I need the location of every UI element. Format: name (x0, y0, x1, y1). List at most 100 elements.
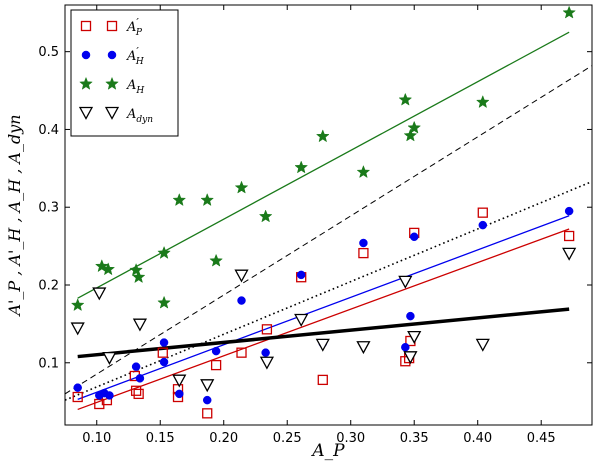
data-point (562, 247, 577, 261)
y-tick-label: 0.3 (38, 201, 59, 216)
data-point (317, 374, 328, 386)
data-point (358, 247, 369, 259)
data-point (236, 347, 247, 358)
y-tick-label: 0.1 (38, 356, 59, 371)
data-point (70, 297, 85, 312)
data-point (261, 348, 270, 357)
legend-label: A′ P (126, 16, 143, 38)
data-point (131, 362, 141, 371)
data-point (159, 357, 169, 367)
data-point (202, 395, 212, 405)
data-point (401, 342, 410, 352)
data-point (202, 408, 213, 419)
legend-marker (78, 106, 94, 120)
data-point (133, 388, 144, 400)
legend-marker (80, 20, 92, 32)
data-point (398, 92, 413, 106)
x-axis-label: A_P (310, 441, 345, 461)
data-point (315, 338, 330, 352)
x-tick-label: 0.20 (209, 431, 238, 446)
data-point (157, 347, 168, 358)
data-point (157, 295, 171, 309)
data-point (398, 275, 413, 289)
legend-marker (105, 76, 119, 90)
fit-line (77, 215, 570, 400)
data-point (564, 206, 574, 216)
x-tick-label: 0.10 (82, 431, 111, 446)
plot-area-frame (64, 4, 593, 426)
data-point (172, 374, 187, 388)
data-point (356, 341, 371, 355)
data-point (359, 238, 368, 248)
x-axis-ticks: 0.10 0.15 0.20 0.25 0.30 0.35 0.40 0.45 (82, 5, 556, 446)
data-point (130, 385, 142, 396)
data-point (102, 351, 117, 365)
data-point (563, 230, 575, 242)
legend-marker (79, 76, 93, 90)
data-point (211, 346, 221, 356)
data-point (210, 359, 222, 371)
x-tick-label: 0.25 (273, 431, 302, 446)
legend-marker (106, 20, 118, 32)
data-point (132, 318, 148, 332)
data-point (258, 209, 273, 223)
data-point (72, 391, 83, 403)
legend-marker (104, 106, 120, 120)
fit-line (65, 65, 592, 395)
data-point (237, 296, 246, 305)
data-point (475, 338, 490, 352)
data-point (261, 324, 273, 335)
x-tick-label: 0.15 (146, 431, 175, 446)
y-axis-label: A'_P , A'_H , A_H , A_dyn (5, 114, 24, 317)
data-point (478, 220, 488, 230)
fit-line (77, 228, 570, 411)
data-point (406, 311, 415, 321)
x-tick-label: 0.35 (400, 431, 429, 446)
data-point (296, 270, 306, 280)
data-point (159, 338, 169, 347)
data-point (200, 193, 215, 207)
data-point (294, 313, 309, 327)
y-tick-label: 0.4 (38, 123, 59, 138)
data-point (356, 165, 371, 179)
legend-box (70, 9, 179, 137)
x-tick-label: 0.45 (527, 431, 556, 446)
data-point (475, 95, 490, 109)
data-point (209, 253, 223, 267)
data-point (70, 322, 85, 336)
data-point (259, 356, 275, 370)
data-point (315, 129, 330, 143)
fit-line (65, 180, 592, 401)
data-point (135, 374, 145, 383)
data-point (562, 5, 576, 19)
legend-marker (107, 50, 117, 60)
y-axis-ticks: 0.1 0.2 0.3 0.4 0.5 (38, 45, 592, 371)
data-point (94, 259, 109, 273)
data-point (92, 287, 107, 301)
data-point (294, 160, 309, 174)
data-point (172, 193, 187, 207)
data-point (129, 263, 143, 277)
data-point (101, 262, 116, 276)
data-point (157, 245, 171, 259)
y-tick-label: 0.2 (38, 279, 59, 294)
data-markers (70, 5, 577, 419)
y-tick-label: 0.5 (38, 45, 59, 60)
data-point (131, 270, 146, 284)
data-point (200, 379, 215, 393)
x-tick-label: 0.30 (336, 431, 365, 446)
fit-line (77, 31, 570, 299)
data-point (234, 269, 249, 283)
data-point (407, 120, 422, 134)
data-point (105, 391, 114, 400)
x-tick-label: 0.40 (463, 431, 492, 446)
data-point (403, 128, 418, 142)
data-point (409, 232, 419, 242)
data-point (407, 330, 422, 344)
data-point (73, 383, 82, 392)
data-point (175, 389, 184, 399)
axis-labels: A_P A'_P , A'_H , A_H , A_dyn (5, 114, 345, 461)
data-point (234, 180, 249, 194)
